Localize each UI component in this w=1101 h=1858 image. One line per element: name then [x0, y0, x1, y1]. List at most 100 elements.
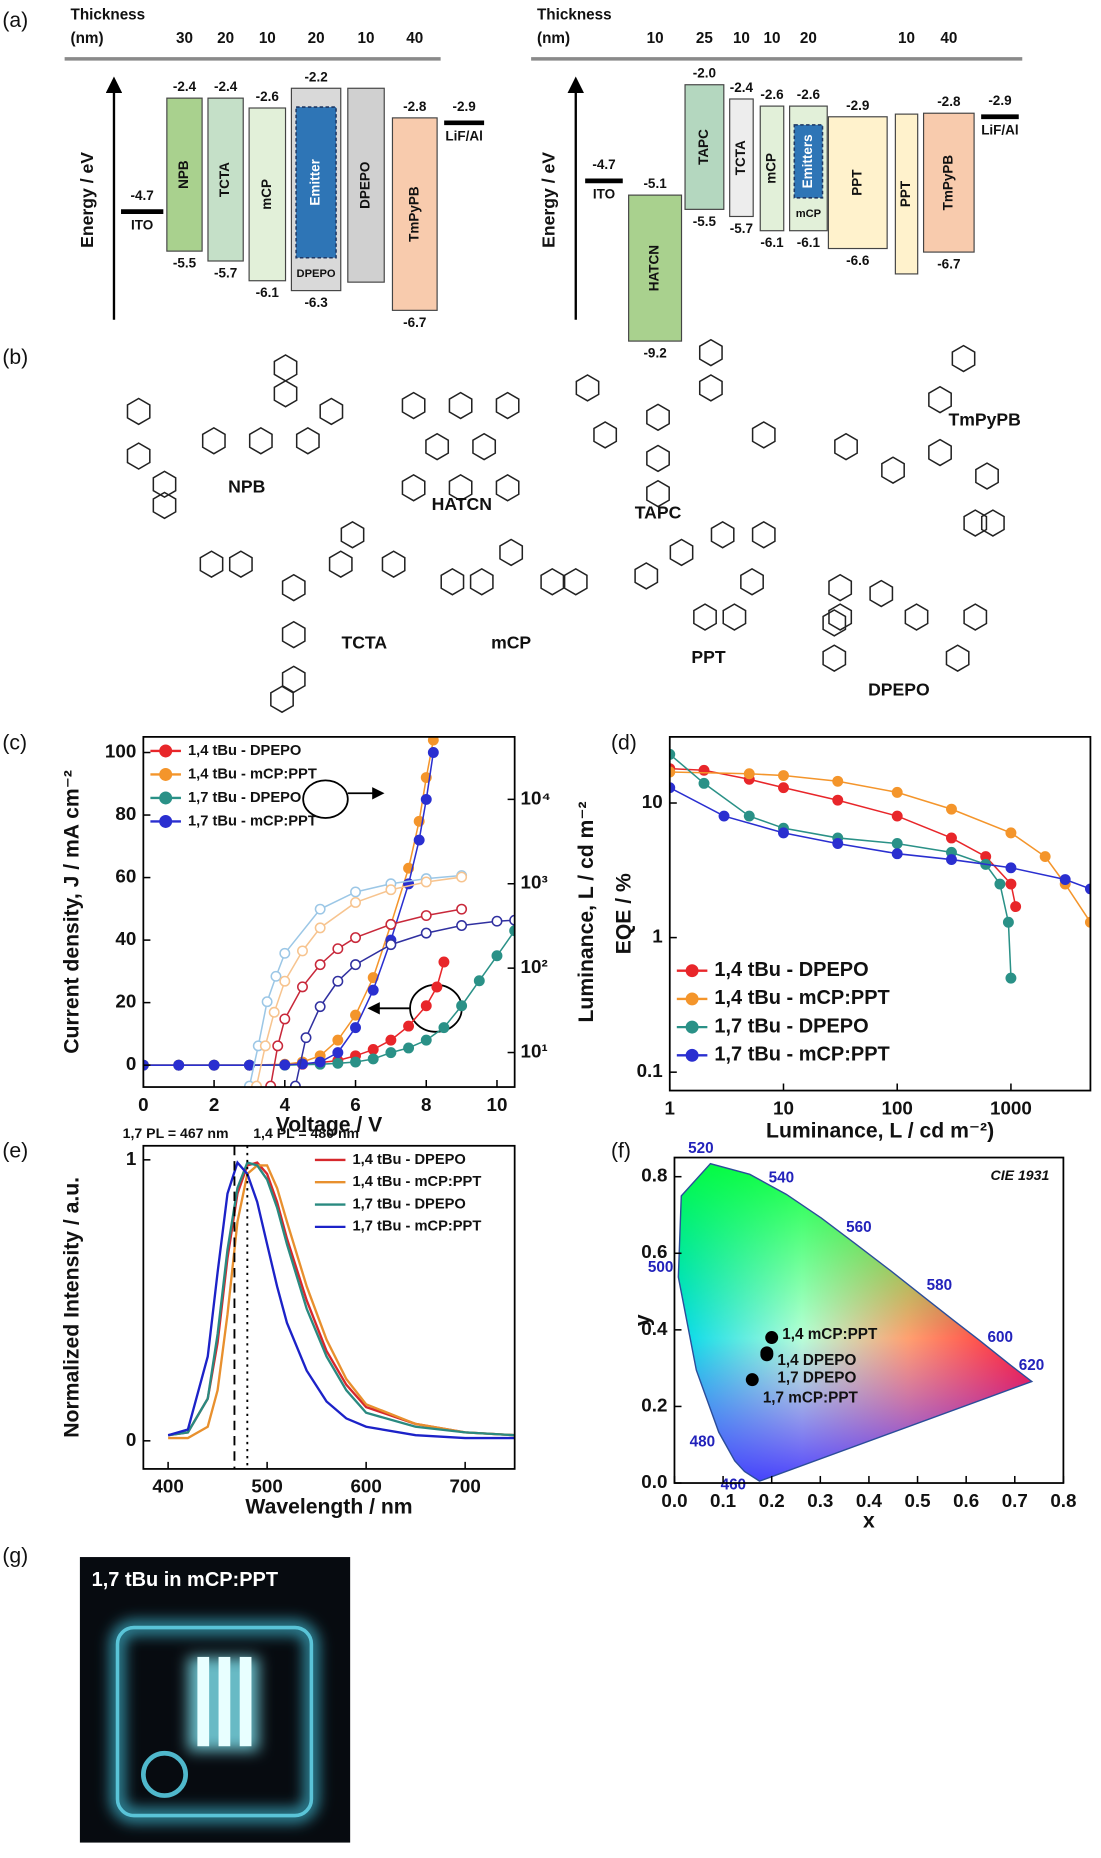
molecule-name: HATCN: [432, 494, 492, 514]
x-tick-label: 0.3: [807, 1490, 833, 1511]
energy-axis-label: Energy / eV: [77, 152, 97, 248]
series-line: [167, 1161, 515, 1437]
data-point: [431, 981, 443, 993]
layer-label: mCP: [764, 153, 779, 184]
lumo-label: -2.6: [797, 87, 821, 102]
molecule-ring: [646, 403, 670, 432]
x-tick-label: 10: [773, 1097, 794, 1118]
plot-frame: [668, 736, 1092, 1092]
thickness-unit: (nm): [71, 30, 104, 47]
data-point: [456, 920, 468, 931]
molecule-ring: [126, 397, 151, 426]
wavelength-label: 580: [927, 1277, 952, 1294]
molecule-ring: [152, 491, 177, 520]
energy-level-box: [391, 117, 438, 311]
data-point: [420, 910, 432, 922]
data-point: [698, 777, 710, 789]
molecule-ring: [425, 432, 450, 461]
molecule-ring: [904, 603, 929, 631]
panel-label: (f): [611, 1139, 631, 1162]
series-line: [669, 753, 1012, 979]
homo-label: -5.5: [173, 256, 197, 271]
data-point: [456, 903, 468, 915]
y2-tick-label: 10²: [521, 956, 548, 977]
molecule-ring: [295, 426, 320, 455]
panel-label: (b): [2, 346, 28, 369]
legend-label: 1,4 tBu - mCP:PPT: [188, 766, 317, 782]
plot-area: [167, 1160, 515, 1440]
energy-level-box: [684, 84, 725, 210]
data-point: [491, 950, 503, 962]
y-tick-label: 20: [115, 991, 136, 1012]
emitter-label: Emitters: [800, 134, 815, 188]
molecule-ring: [698, 338, 723, 367]
y-axis-label: EQE / %: [613, 873, 636, 954]
data-point: [385, 884, 397, 896]
data-point: [385, 1047, 397, 1059]
electrode-name: ITO: [131, 217, 153, 232]
x-tick-label: 600: [350, 1476, 381, 1497]
data-point: [669, 748, 676, 760]
legend-label: 1,4 tBu - DPEPO: [188, 743, 301, 759]
data-point: [438, 1022, 450, 1034]
x-tick-label: 500: [251, 1476, 282, 1497]
y-tick-label: 0.2: [641, 1394, 667, 1415]
data-point: [1084, 916, 1091, 928]
data-point: [420, 876, 432, 888]
molecule-ring: [869, 579, 894, 608]
electrode-level-label: -2.9: [453, 99, 476, 114]
molecule-ring: [328, 550, 353, 578]
data-point: [1005, 827, 1017, 839]
photo-caption: 1,7 tBu in mCP:PPT: [92, 1569, 278, 1591]
data-point: [332, 1057, 344, 1069]
y-tick-label: 10: [642, 791, 663, 812]
molecule-name: mCP: [491, 633, 531, 653]
y-tick-label: 100: [105, 740, 136, 761]
y-tick-label: 0: [126, 1053, 136, 1074]
x-tick-label: 0.7: [1002, 1490, 1028, 1511]
molecule-ring: [495, 391, 520, 420]
x-tick-label: 0.6: [953, 1490, 979, 1511]
legend-marker: [685, 992, 699, 1006]
thickness-title: Thickness: [537, 6, 612, 23]
legend-label: 1,4 tBu - mCP:PPT: [714, 987, 889, 1009]
molecule-ring: [281, 665, 306, 694]
x-tick-label: 0.2: [759, 1490, 785, 1511]
x-tick-label: 0.1: [710, 1490, 736, 1511]
data-point: [473, 975, 485, 987]
data-point: [350, 1009, 361, 1021]
photo-pixel: [197, 1656, 210, 1747]
legend-label: 1,7 tBu - mCP:PPT: [188, 813, 317, 829]
layer-label: TmPyPB: [940, 155, 955, 211]
x-tick-label: 1: [665, 1097, 675, 1118]
molecule-ring: [828, 573, 853, 602]
energy-axis-label: Energy / eV: [539, 152, 559, 248]
homo-label: -6.3: [304, 295, 328, 310]
data-point: [509, 925, 515, 937]
y-axis-label: Normalized Intensity / a.u.: [60, 1177, 83, 1438]
molecule-ring: [319, 397, 344, 426]
molecule-ring: [273, 379, 298, 408]
series-line: [669, 771, 1091, 923]
wavelength-label: 540: [769, 1169, 794, 1186]
x-axis-label: Wavelength / nm: [245, 1495, 412, 1518]
series-line: [248, 874, 462, 1087]
plot-area: [669, 748, 1091, 984]
molecule-ring: [575, 374, 600, 402]
series-line: [168, 1164, 515, 1440]
lumo-label: -5.1: [643, 176, 667, 191]
data-point: [420, 1034, 432, 1046]
data-point: [1059, 874, 1071, 886]
molecule-ring: [201, 426, 226, 455]
molecule-name: TCTA: [341, 633, 387, 653]
wavelength-label: 460: [721, 1477, 746, 1494]
layer-thickness: 10: [733, 30, 750, 47]
legend-label: 1,4 tBu - mCP:PPT: [353, 1174, 482, 1190]
layer-thickness: 20: [217, 30, 234, 47]
panel-label: (d): [611, 732, 637, 755]
host-label: DPEPO: [297, 268, 336, 280]
energy-level-box: [166, 97, 203, 252]
molecule-ring: [634, 562, 659, 590]
data-point: [743, 810, 755, 822]
molecule-ring: [693, 603, 717, 631]
